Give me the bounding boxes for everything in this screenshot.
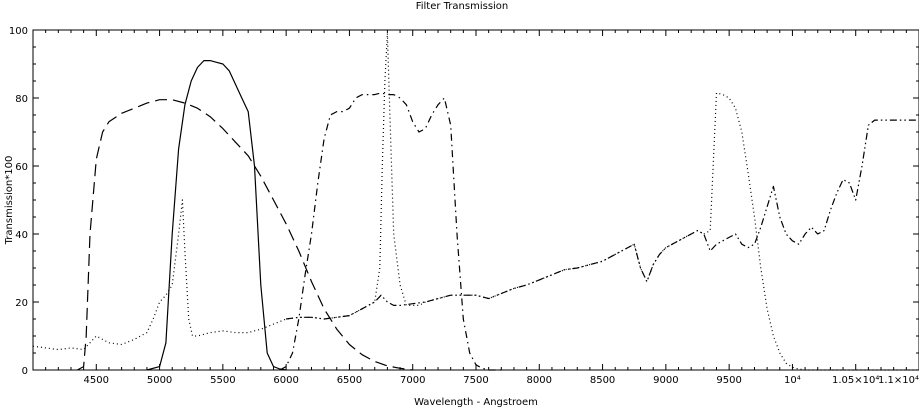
x-tick-label: 6000 [273, 375, 298, 386]
x-tick-label: 9000 [653, 375, 678, 386]
series-line-dotted [32, 32, 919, 371]
tick-labels: 4500 5000 5500 6000 6500 7000 7500 8000 8500 9000… [9, 26, 919, 386]
x-tick-label: 10⁴ [784, 375, 801, 386]
y-tick-label: 60 [15, 162, 28, 173]
y-tick-label: 80 [15, 94, 28, 105]
axis-ticks [32, 29, 919, 371]
series-line-solid [146, 59, 287, 371]
y-axis-title: Transmission*100 [4, 156, 15, 246]
x-tick-label: 5500 [210, 375, 235, 386]
x-tick-label: 5000 [147, 375, 172, 386]
x-axis-title: Wavelength - Angstroem [414, 397, 538, 408]
x-tick-label: 1.05×10⁴ [832, 375, 879, 386]
x-tick-label: 7500 [463, 375, 488, 386]
series-line-dash-dot [279, 92, 502, 371]
y-tick-label: 100 [9, 26, 28, 37]
x-tick-label: 4500 [84, 375, 109, 386]
x-tick-label: 8500 [590, 375, 615, 386]
x-tick-label: 9500 [716, 375, 741, 386]
plot-frame [32, 29, 919, 371]
series-line-dashed [77, 99, 413, 371]
y-tick-label: 0 [22, 366, 28, 377]
x-tick-label: 6500 [337, 375, 362, 386]
chart-title: Filter Transmission [416, 1, 509, 12]
x-tick-label: 7000 [400, 375, 425, 386]
series-line-dash-dot-dot [286, 119, 919, 320]
x-tick-label: 8000 [527, 375, 552, 386]
x-tick-label: 1.1×10⁴ [878, 375, 919, 386]
y-tick-label: 20 [15, 298, 28, 309]
y-tick-label: 40 [15, 230, 28, 241]
series-layer [32, 32, 919, 371]
